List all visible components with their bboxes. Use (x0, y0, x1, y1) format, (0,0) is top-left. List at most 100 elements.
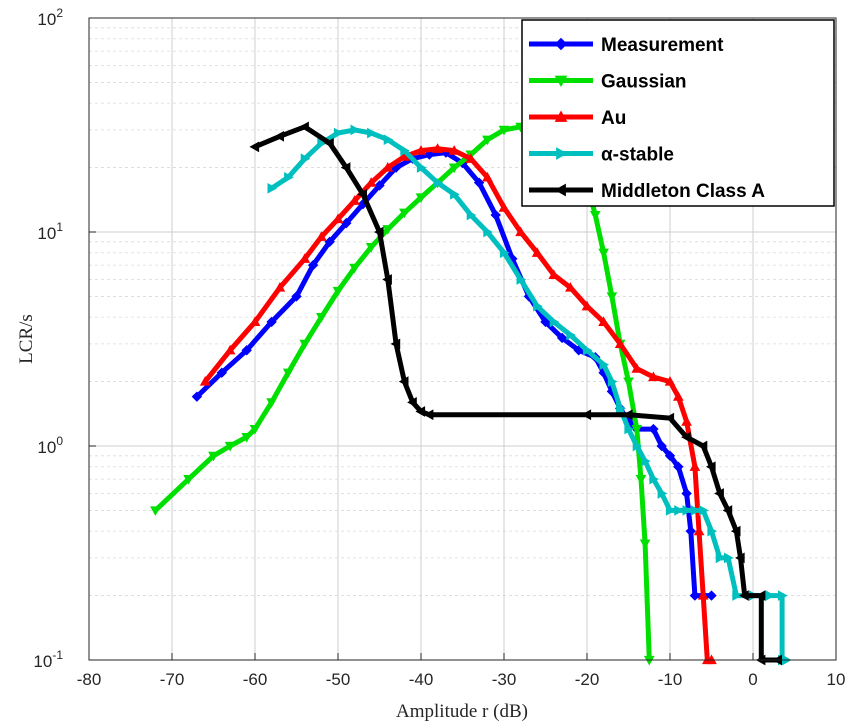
data-point (607, 376, 618, 387)
data-point (624, 423, 635, 435)
data-point (249, 316, 261, 327)
data-point (423, 409, 434, 421)
data-point (433, 177, 444, 189)
data-point (732, 590, 742, 601)
x-tick-label: -20 (575, 670, 600, 689)
data-point (400, 145, 410, 156)
data-point (341, 217, 352, 229)
legend-label: Measurement (601, 35, 724, 56)
data-point (582, 344, 593, 356)
x-tick-label: -10 (658, 670, 683, 689)
data-point (432, 143, 443, 153)
data-point (365, 243, 377, 253)
data-point (382, 225, 394, 235)
data-point (697, 590, 709, 600)
data-point (722, 505, 733, 516)
data-point (616, 402, 626, 414)
x-tick-label: -30 (492, 670, 517, 689)
legend-item: α-stable (529, 145, 674, 166)
data-point (498, 202, 510, 212)
data-point (448, 145, 460, 155)
data-point (332, 286, 344, 297)
data-point (299, 121, 309, 133)
data-point (706, 590, 717, 601)
y-tick-label: 100 (37, 434, 63, 457)
series-middleton-class-a (249, 121, 782, 666)
legend-item: Middleton Class A (529, 181, 765, 202)
x-tick-label: -60 (243, 670, 268, 689)
data-point (399, 208, 410, 219)
data-point (707, 525, 718, 537)
x-tick-label: 0 (748, 670, 757, 689)
data-point (365, 177, 377, 187)
data-point (498, 125, 510, 136)
data-point (631, 363, 643, 373)
data-point (693, 525, 705, 536)
data-point (274, 130, 284, 142)
data-point (482, 171, 493, 182)
data-point (316, 313, 327, 323)
data-point (554, 75, 568, 88)
data-point (739, 590, 749, 601)
ticks (88, 17, 837, 661)
x-tick-label: -50 (326, 670, 351, 689)
data-point (641, 455, 651, 467)
y-tick-label: 102 (37, 6, 63, 29)
data-point (699, 505, 709, 516)
data-point (382, 274, 392, 285)
y-tick-exponent: 2 (56, 6, 63, 20)
data-point (415, 406, 426, 417)
data-point (664, 450, 676, 461)
series-layer (150, 121, 792, 666)
data-point (599, 359, 610, 370)
data-point (249, 424, 261, 435)
data-point (466, 209, 477, 221)
data-point (299, 339, 311, 350)
data-point (705, 461, 716, 473)
data-point (199, 376, 211, 386)
data-point (681, 416, 692, 426)
y-tick-base: 10 (37, 10, 56, 29)
data-point (407, 396, 417, 408)
y-tick-base: 10 (33, 652, 52, 671)
data-point (554, 183, 566, 197)
y-tick-base: 10 (37, 224, 56, 243)
data-point (689, 461, 701, 471)
data-point (241, 433, 253, 443)
data-point (581, 409, 592, 421)
data-point (598, 248, 609, 259)
data-point (483, 226, 493, 238)
data-point (324, 236, 335, 247)
data-point (648, 423, 659, 435)
data-point (349, 263, 360, 274)
data-point (416, 162, 427, 173)
data-point (724, 552, 734, 564)
y-axis-label: LCR/s (16, 314, 37, 364)
x-tick-labels: -80 -70 -60 -50 -40 -30 -20 -10 0 10 (77, 670, 846, 689)
data-point (674, 505, 684, 516)
data-point (266, 316, 277, 328)
data-point (383, 134, 394, 146)
data-point (690, 505, 701, 516)
data-point (548, 269, 560, 280)
legend-box (521, 19, 835, 207)
x-axis-label: Amplitude r (dB) (396, 701, 528, 722)
data-point (549, 316, 560, 328)
data-point (554, 110, 568, 122)
data-point (623, 377, 634, 388)
data-point (635, 475, 647, 485)
data-point (333, 127, 344, 139)
data-point (531, 247, 543, 257)
data-point (598, 316, 609, 327)
legend-item: Measurement (529, 35, 724, 56)
data-point (622, 409, 633, 421)
y-tick-label: 101 (37, 220, 63, 243)
data-point (390, 338, 401, 350)
data-point (648, 371, 659, 382)
data-point (191, 391, 203, 402)
data-point (224, 344, 236, 355)
data-point (682, 505, 693, 516)
data-point (656, 440, 667, 452)
data-point (556, 332, 568, 344)
data-point (448, 163, 460, 174)
